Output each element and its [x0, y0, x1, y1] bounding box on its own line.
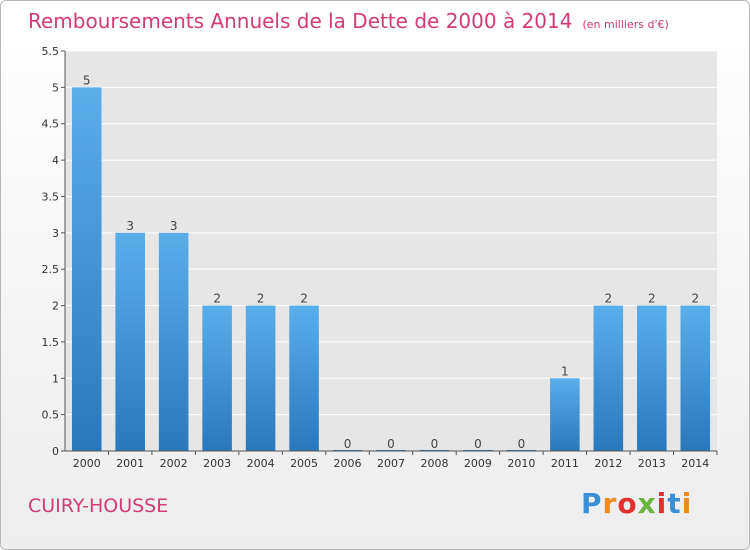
logo-letter: t	[667, 487, 682, 520]
x-tick-label: 2004	[247, 457, 275, 470]
chart-title: Remboursements Annuels de la Dette de 20…	[28, 9, 669, 33]
bar	[593, 305, 624, 451]
data-label: 2	[691, 292, 699, 306]
bars	[71, 87, 711, 451]
y-tick-label: 1.5	[42, 336, 60, 349]
chart-title-text: Remboursements Annuels de la Dette de 20…	[28, 9, 573, 33]
data-label: 2	[648, 292, 656, 306]
bar	[550, 378, 580, 451]
data-labels: 5 3 3 2 2 2 0 0 0 0 0 1 2 2 2	[83, 73, 699, 451]
y-tick-label: 0	[52, 445, 59, 458]
x-tick-label: 2001	[116, 457, 144, 470]
data-label: 2	[257, 292, 265, 306]
data-label: 2	[300, 292, 308, 306]
y-tick-label: 3	[52, 227, 59, 240]
x-tick-label: 2011	[551, 457, 579, 470]
y-tick-label: 1	[52, 372, 59, 385]
bar	[71, 87, 102, 451]
data-label: 0	[474, 437, 482, 451]
x-tick-label: 2009	[464, 457, 492, 470]
x-tick-label: 2002	[160, 457, 188, 470]
y-tick-label: 5	[52, 81, 59, 94]
y-tick-label: 2	[52, 300, 59, 313]
x-tick-label: 2008	[420, 457, 448, 470]
bar	[202, 305, 232, 451]
bar	[245, 305, 276, 451]
logo-letter: i	[656, 487, 668, 520]
axes	[64, 51, 717, 452]
bar	[680, 305, 711, 451]
bar	[115, 232, 145, 451]
data-label: 5	[83, 73, 91, 87]
y-tick-label: 2.5	[42, 263, 60, 276]
data-label: 3	[126, 219, 134, 233]
unit-note: (en milliers d'€)	[582, 18, 669, 31]
x-tick-label: 2007	[377, 457, 405, 470]
data-label: 0	[518, 437, 526, 451]
proxiti-logo: Proxiti	[581, 487, 692, 520]
data-label: 0	[387, 437, 395, 451]
x-tick-label: 2003	[203, 457, 231, 470]
commune-name: CUIRY-HOUSSE	[28, 495, 169, 517]
x-tick-label: 2010	[507, 457, 535, 470]
data-label: 1	[561, 364, 569, 378]
x-tick-label: 2000	[73, 457, 101, 470]
x-axis-ticks: 2000 2001 2002 2003 2004 2005 2006 2007 2008 2009…	[73, 451, 718, 470]
bar	[158, 232, 189, 451]
logo-letter: P	[581, 487, 603, 520]
logo-letter: o	[617, 487, 638, 520]
data-label: 0	[431, 437, 439, 451]
logo-letter: x	[637, 487, 657, 520]
y-axis-ticks: 0 0.5 1 1.5 2 2.5 3 3.5 4 4.5 5 5.5	[42, 45, 65, 458]
data-label: 0	[344, 437, 352, 451]
logo-letter: i	[681, 487, 693, 520]
y-tick-label: 4	[52, 154, 59, 167]
y-tick-label: 5.5	[42, 45, 60, 58]
bar	[289, 305, 319, 451]
y-tick-label: 4.5	[42, 118, 60, 131]
x-tick-label: 2006	[334, 457, 362, 470]
data-label: 2	[213, 292, 221, 306]
bar	[637, 305, 667, 451]
y-tick-label: 0.5	[42, 409, 60, 422]
y-tick-label: 3.5	[42, 190, 60, 203]
x-tick-label: 2014	[681, 457, 709, 470]
x-tick-label: 2012	[594, 457, 622, 470]
logo-letter: r	[602, 487, 618, 520]
data-label: 2	[605, 292, 613, 306]
x-tick-label: 2013	[638, 457, 666, 470]
x-tick-label: 2005	[290, 457, 318, 470]
data-label: 3	[170, 219, 178, 233]
